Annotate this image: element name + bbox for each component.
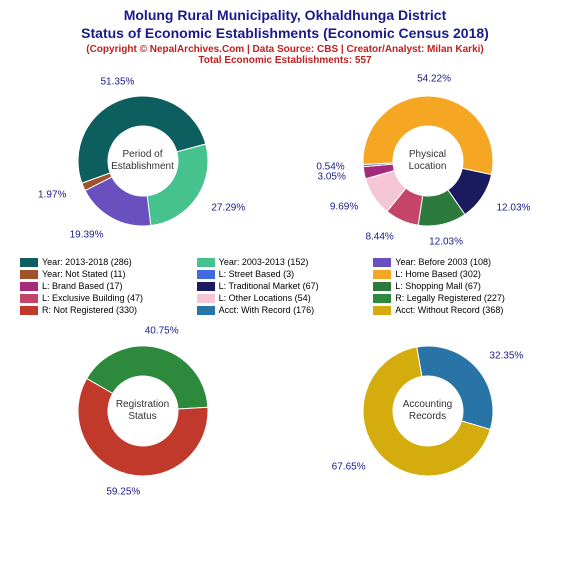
legend-label: L: Traditional Market (67) xyxy=(219,281,319,291)
legend-swatch xyxy=(197,306,215,315)
legend-label: Year: Not Stated (11) xyxy=(42,269,126,279)
pct-label: 12.03% xyxy=(429,237,463,248)
pct-label: 59.25% xyxy=(106,487,140,498)
top-charts-row: Period ofEstablishment 51.35% 27.29% 19.39%… xyxy=(0,71,570,251)
pct-label: 67.65% xyxy=(332,461,366,472)
header-block: Molung Rural Municipality, Okhaldhunga D… xyxy=(0,0,570,66)
donut-center-label: PhysicalLocation xyxy=(409,149,447,173)
legend-swatch xyxy=(373,258,391,267)
legend-swatch xyxy=(20,306,38,315)
legend-label: L: Home Based (302) xyxy=(395,269,481,279)
total-line: Total Economic Establishments: 557 xyxy=(0,55,570,66)
pct-label: 1.97% xyxy=(38,189,66,200)
donut-center-label: Period ofEstablishment xyxy=(111,149,174,173)
registration-chart: RegistrationStatus 40.75% 59.25% xyxy=(3,321,283,501)
pct-label: 51.35% xyxy=(100,77,134,88)
legend-swatch xyxy=(197,258,215,267)
subtitle: (Copyright © NepalArchives.Com | Data So… xyxy=(0,44,570,55)
legend-item: Year: Before 2003 (108) xyxy=(373,256,550,268)
donut-center-label: AccountingRecords xyxy=(403,399,452,423)
legend-item: L: Other Locations (54) xyxy=(197,292,374,304)
legend-item: Year: Not Stated (11) xyxy=(20,268,197,280)
legend-swatch xyxy=(197,270,215,279)
legend-label: Acct: Without Record (368) xyxy=(395,305,503,315)
legend-item: R: Not Registered (330) xyxy=(20,304,197,316)
location-chart: PhysicalLocation3.05%0.54%54.22%12.03%12… xyxy=(288,71,568,251)
legend-label: L: Exclusive Building (47) xyxy=(42,293,143,303)
legend-item: Year: 2003-2013 (152) xyxy=(197,256,374,268)
legend-swatch xyxy=(197,294,215,303)
legend-swatch xyxy=(20,282,38,291)
period-chart: Period ofEstablishment 51.35% 27.29% 19.39%… xyxy=(3,71,283,251)
legend-item: L: Home Based (302) xyxy=(373,268,550,280)
legend-label: L: Street Based (3) xyxy=(219,269,295,279)
legend-swatch xyxy=(197,282,215,291)
legend-label: R: Not Registered (330) xyxy=(42,305,137,315)
legend-item: L: Brand Based (17) xyxy=(20,280,197,292)
legend-label: Acct: With Record (176) xyxy=(219,305,315,315)
legend-label: R: Legally Registered (227) xyxy=(395,293,505,303)
legend-label: Year: Before 2003 (108) xyxy=(395,257,491,267)
pct-label: 12.03% xyxy=(496,202,530,213)
legend-swatch xyxy=(373,306,391,315)
bottom-charts-row: RegistrationStatus 40.75% 59.25% Accountin… xyxy=(0,321,570,501)
legend-item: Year: 2013-2018 (286) xyxy=(20,256,197,268)
legend-swatch xyxy=(20,294,38,303)
pct-label: 32.35% xyxy=(489,351,523,362)
legend-label: Year: 2003-2013 (152) xyxy=(219,257,309,267)
legend-label: L: Shopping Mall (67) xyxy=(395,281,481,291)
pct-label: 54.22% xyxy=(417,73,451,84)
legend-swatch xyxy=(20,258,38,267)
legend-item: R: Legally Registered (227) xyxy=(373,292,550,304)
pct-label: 0.54% xyxy=(316,162,344,173)
pct-label: 27.29% xyxy=(211,202,245,213)
legend-label: L: Other Locations (54) xyxy=(219,293,311,303)
legend-swatch xyxy=(373,270,391,279)
legend-item: L: Exclusive Building (47) xyxy=(20,292,197,304)
legend-item: Acct: With Record (176) xyxy=(197,304,374,316)
legend-item: L: Street Based (3) xyxy=(197,268,374,280)
legend-swatch xyxy=(20,270,38,279)
pct-label: 8.44% xyxy=(365,232,393,243)
legend-item: Acct: Without Record (368) xyxy=(373,304,550,316)
legend-swatch xyxy=(373,294,391,303)
title-line1: Molung Rural Municipality, Okhaldhunga D… xyxy=(0,6,570,24)
legend: Year: 2013-2018 (286) Year: 2003-2013 (15… xyxy=(20,256,550,316)
legend-item: L: Traditional Market (67) xyxy=(197,280,374,292)
pct-label: 40.75% xyxy=(145,325,179,336)
accounting-chart: AccountingRecords 32.35% 67.65% xyxy=(288,321,568,501)
title-line2: Status of Economic Establishments (Econo… xyxy=(0,24,570,42)
legend-label: L: Brand Based (17) xyxy=(42,281,123,291)
legend-item: L: Shopping Mall (67) xyxy=(373,280,550,292)
pct-label: 9.69% xyxy=(330,202,358,213)
legend-label: Year: 2013-2018 (286) xyxy=(42,257,132,267)
pct-label: 19.39% xyxy=(70,229,104,240)
donut-center-label: RegistrationStatus xyxy=(116,399,169,423)
legend-swatch xyxy=(373,282,391,291)
